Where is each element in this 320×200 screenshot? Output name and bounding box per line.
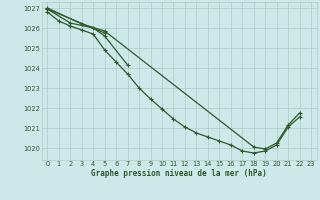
X-axis label: Graphe pression niveau de la mer (hPa): Graphe pression niveau de la mer (hPa) bbox=[91, 169, 267, 178]
